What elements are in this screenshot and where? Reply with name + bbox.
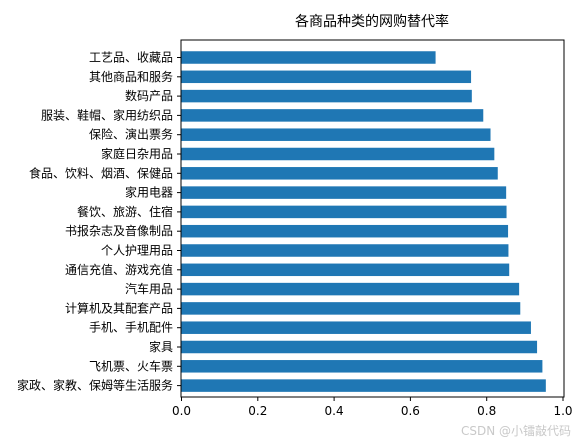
bar (181, 263, 510, 277)
bar (181, 186, 507, 199)
bar (181, 128, 491, 141)
y-tick-label: 飞机票、火车票 (89, 358, 173, 373)
x-tick-label: 1.0 (553, 404, 572, 418)
y-tick-label: 家庭日杂用品 (101, 146, 173, 161)
y-tick-label: 计算机及其配套产品 (65, 300, 173, 315)
bar (181, 51, 436, 64)
y-tick-label: 其他商品和服务 (89, 69, 173, 84)
x-tick-label: 0.0 (172, 404, 191, 418)
bar (181, 109, 484, 122)
bar (181, 244, 509, 257)
bar (181, 224, 509, 238)
y-tick-label: 汽车用品 (125, 281, 173, 296)
bar (181, 282, 520, 296)
bar (181, 321, 531, 334)
plot-frame (180, 39, 565, 398)
y-tick-label: 家具 (149, 339, 173, 354)
watermark: CSDN @小镭敲代码 (460, 424, 571, 438)
y-tick-label: 家政、家教、保姆等生活服务 (17, 378, 173, 393)
bar (181, 89, 472, 103)
chart-title: 各商品种类的网购替代率 (295, 13, 449, 30)
y-tick-label: 家用电器 (125, 185, 173, 200)
bar (181, 167, 498, 180)
y-tick-label: 服装、鞋帽、家用纺织品 (41, 107, 173, 122)
y-tick-label: 保险、演出票务 (89, 127, 173, 142)
y-tick-label: 个人护理用品 (101, 244, 173, 258)
bar (181, 70, 472, 84)
y-tick-label: 工艺品、收藏品 (89, 51, 173, 65)
y-tick-label: 数码产品 (125, 88, 173, 103)
y-tick-label: 餐饮、旅游、住宿 (77, 204, 173, 219)
x-tick-label: 0.2 (248, 404, 267, 418)
bar (181, 360, 543, 373)
bar (181, 340, 538, 354)
bar (181, 147, 495, 161)
bar (181, 205, 507, 219)
x-tick-label: 0.4 (325, 404, 344, 418)
y-tick-label: 通信充值、游戏充值 (65, 262, 173, 277)
x-tick-label: 0.6 (401, 404, 420, 418)
bar (181, 302, 521, 315)
y-tick-label: 手机、手机配件 (89, 321, 173, 335)
bar (181, 379, 546, 392)
x-tick-label: 0.8 (477, 404, 496, 418)
y-tick-label: 书报杂志及音像制品 (65, 223, 173, 238)
y-tick-label: 食品、饮料、烟酒、保健品 (29, 165, 173, 180)
